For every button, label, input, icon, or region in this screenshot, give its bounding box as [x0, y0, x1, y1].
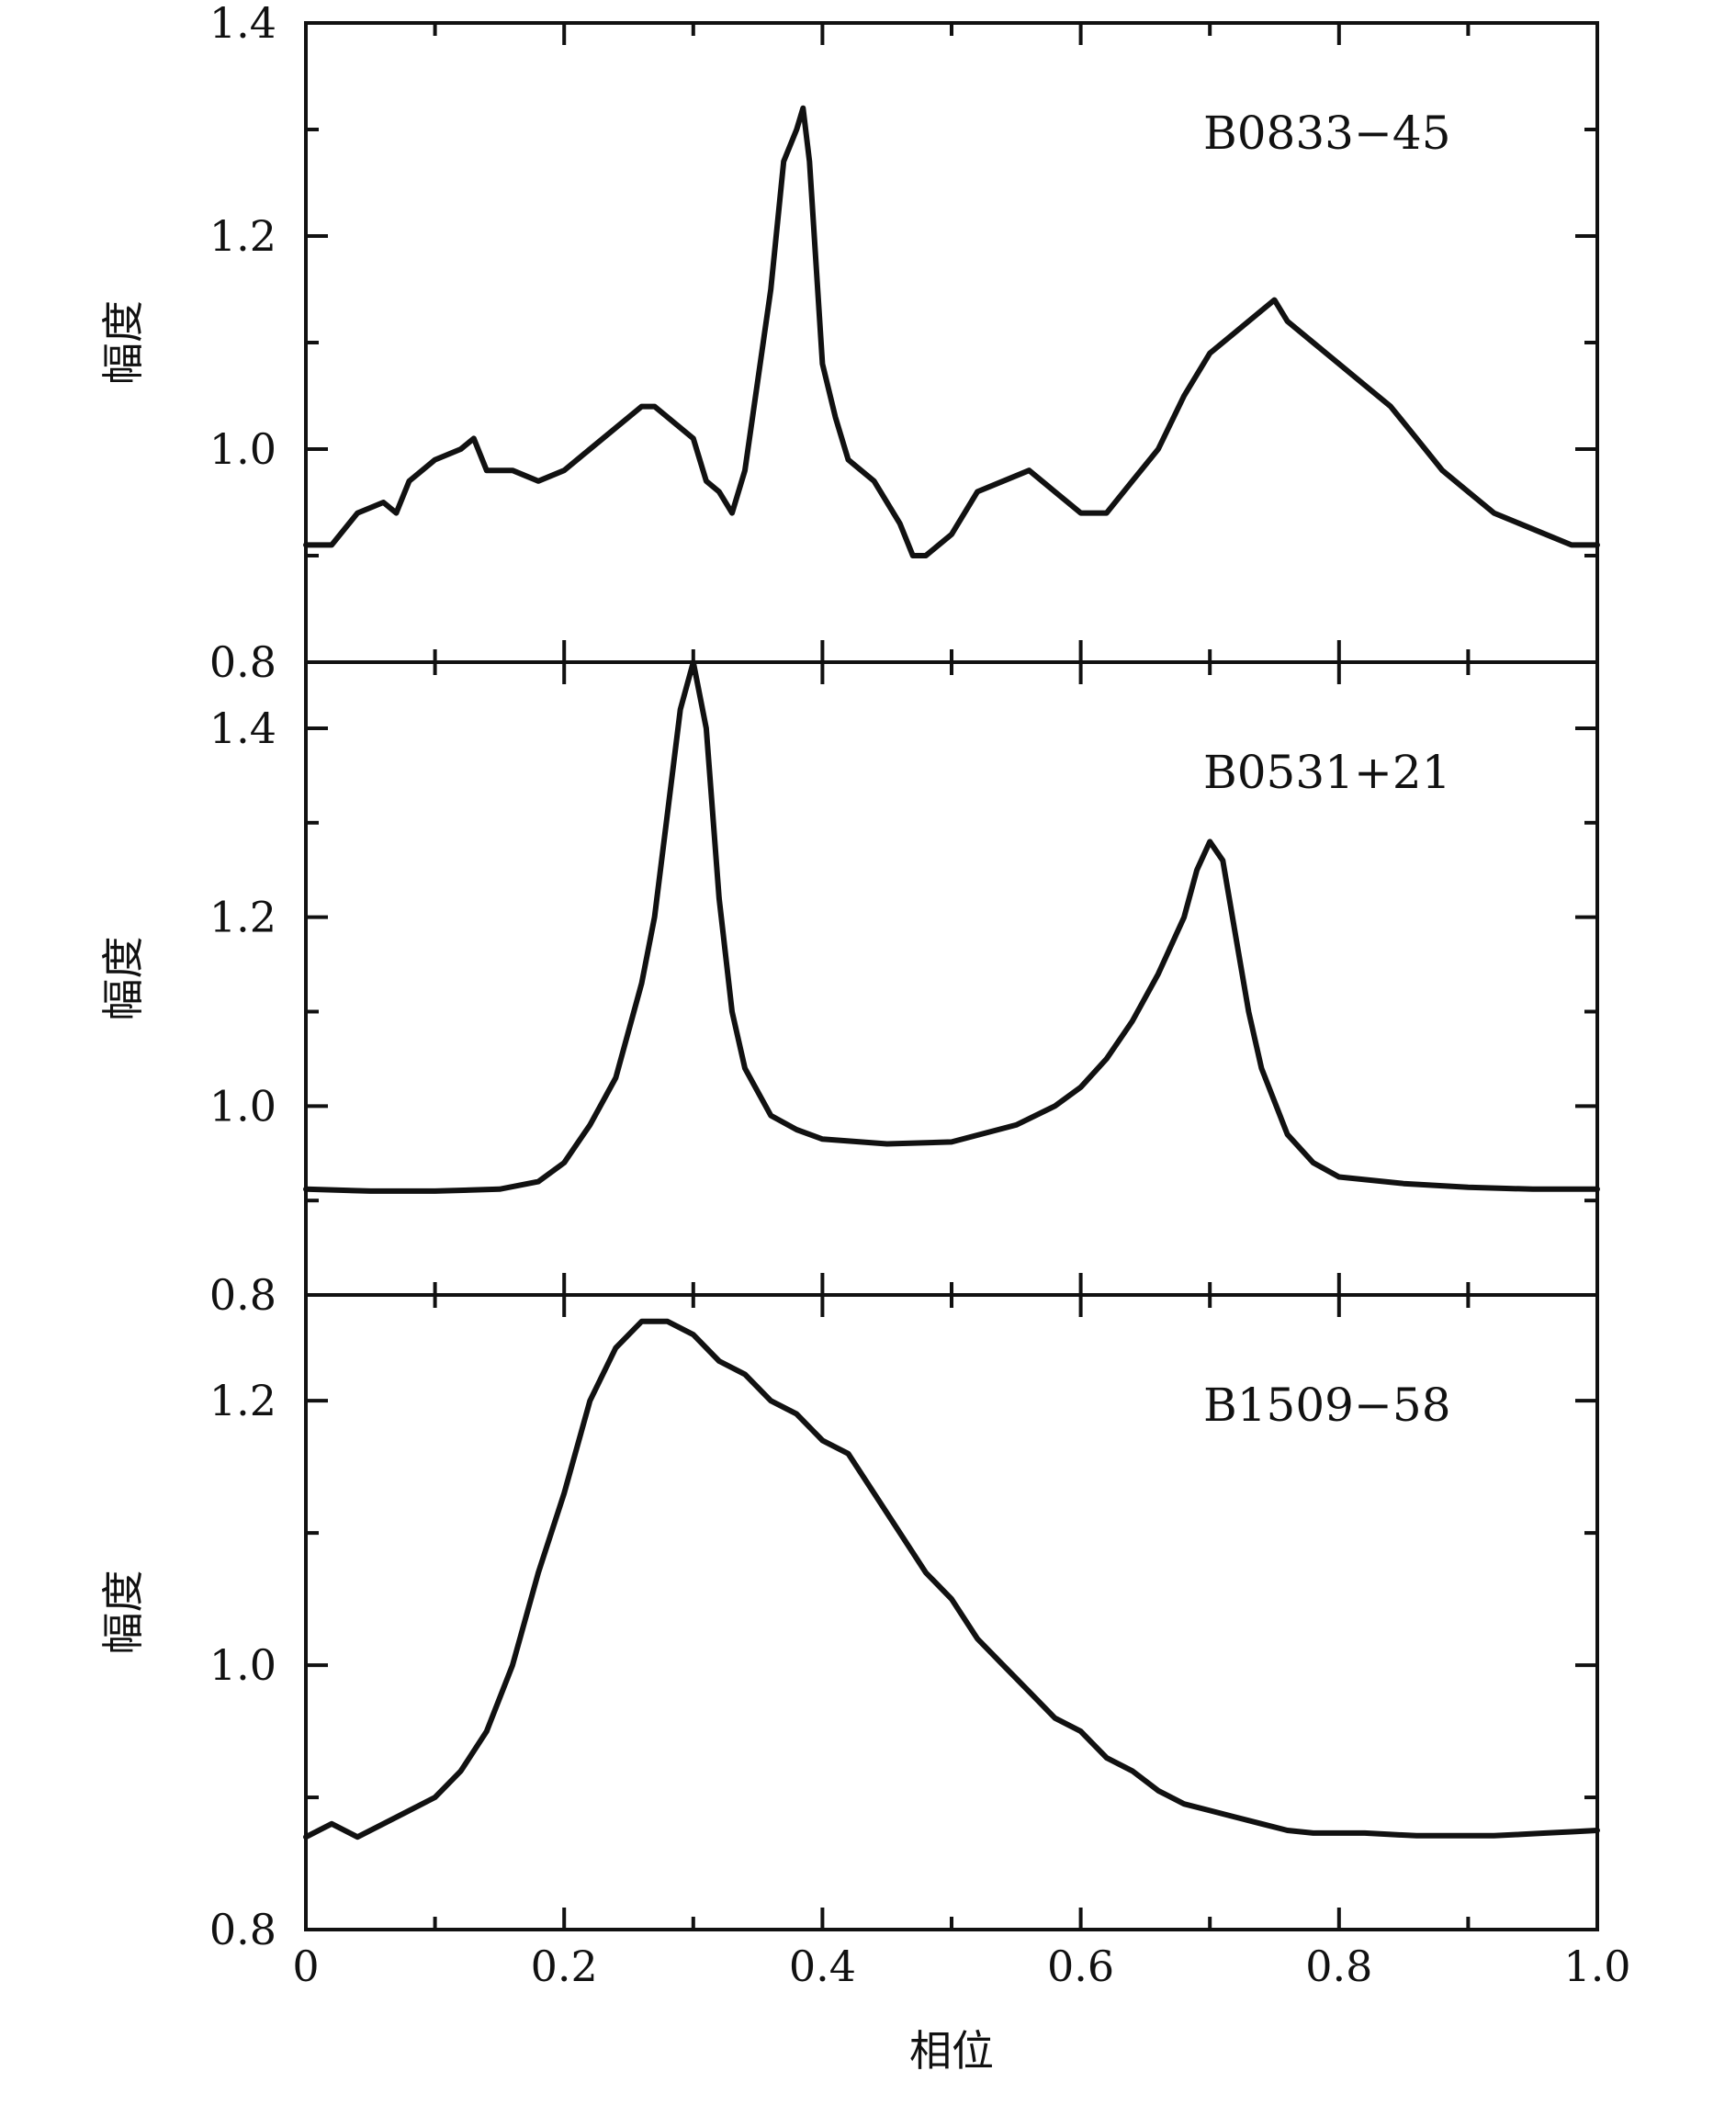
y-tick-label-bottom: 0.8: [209, 1905, 276, 1954]
y-tick-label-middle: 1.2: [209, 893, 276, 942]
y-tick-label-top: 0.8: [209, 637, 276, 687]
y-tick-label-middle: 0.8: [209, 1270, 276, 1320]
y-tick-label-bottom: 1.2: [209, 1376, 276, 1425]
y-tick-label-middle: 1.0: [209, 1081, 276, 1131]
series-label-middle: B0531+21: [1203, 746, 1451, 799]
x-tick-label: 0: [292, 1942, 319, 1991]
y-tick-label-top: 1.2: [209, 211, 276, 261]
y-tick-label-bottom: 1.0: [209, 1640, 276, 1690]
x-axis-label: 相位: [909, 2026, 994, 2076]
y-axis-label-middle: 幅度: [98, 937, 148, 1021]
x-tick-label: 1.0: [1563, 1942, 1630, 1991]
x-tick-label: 0.2: [531, 1942, 598, 1991]
x-tick-label: 0.6: [1047, 1942, 1114, 1991]
y-tick-label-top: 1.4: [209, 0, 276, 48]
y-axis-label-bottom: 幅度: [98, 1570, 148, 1655]
y-tick-label-middle: 1.4: [209, 704, 276, 753]
series-line-middle: [303, 659, 1600, 1194]
y-axis-label-top: 幅度: [98, 300, 148, 385]
y-tick-label-top: 1.0: [209, 424, 276, 474]
x-tick-label: 0.8: [1305, 1942, 1372, 1991]
x-tick-label: 0.4: [789, 1942, 856, 1991]
series-line-top: [303, 105, 1600, 558]
series-line-bottom: [303, 1318, 1600, 1840]
series-label-top: B0833−45: [1203, 107, 1451, 160]
series-label-bottom: B1509−58: [1203, 1379, 1451, 1432]
